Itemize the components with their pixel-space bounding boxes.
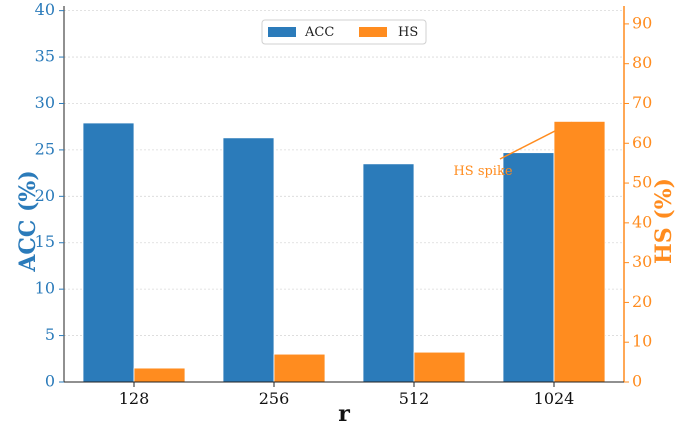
annotation-label: HS spike [453, 164, 512, 179]
y-right-tick-label: 0 [632, 372, 642, 391]
legend: ACC HS [261, 19, 427, 45]
x-tick-label-1024: 1024 [534, 389, 575, 408]
y-right-tick-label: 60 [632, 133, 652, 152]
bar-acc-256 [222, 137, 275, 383]
x-tick-label-128: 128 [119, 389, 150, 408]
y-left-tick-label: 15 [35, 232, 55, 251]
y-left-tick-label: 40 [35, 0, 55, 19]
bars-layer [82, 120, 606, 383]
y-right-tick-label: 30 [632, 252, 652, 271]
x-axis-title: r [338, 401, 350, 427]
bar-acc-1024 [502, 152, 555, 383]
bar-hs-1024 [553, 120, 606, 383]
legend-label-hs: HS [398, 25, 418, 40]
ticks-layer: 0 5 10 15 20 25 30 35 40 0 10 20 30 40 50 60 70 80 90 128 25… [35, 0, 653, 408]
legend-swatch-hs [359, 27, 387, 37]
y-left-tick-label: 0 [45, 372, 55, 391]
bar-hs-512 [413, 351, 466, 383]
annotation-arrow-line [499, 121, 573, 160]
bar-hs-128 [133, 367, 186, 383]
bar-hs-256 [273, 353, 326, 383]
grid-layer [64, 10, 624, 336]
y-right-tick-label: 10 [632, 332, 652, 351]
y-left-tick-label: 30 [35, 93, 55, 112]
y-right-tick-label: 50 [632, 173, 652, 192]
bar-acc-128 [82, 122, 135, 383]
y-axis-right-title: HS (%) [651, 178, 675, 264]
y-right-tick-label: 20 [632, 292, 652, 311]
y-left-tick-label: 35 [35, 47, 55, 66]
y-right-tick-label: 80 [632, 53, 652, 72]
y-left-tick-label: 20 [35, 186, 55, 205]
y-right-tick-label: 70 [632, 93, 652, 112]
y-left-tick-label: 25 [35, 139, 55, 158]
y-left-tick-label: 10 [35, 279, 55, 298]
axes-layer [63, 6, 625, 383]
y-right-tick-label: 90 [632, 13, 652, 32]
legend-swatch-acc [268, 27, 296, 37]
x-tick-label-256: 256 [259, 389, 290, 408]
x-tick-label-512: 512 [399, 389, 430, 408]
y-axis-left-title: ACC (%) [15, 170, 41, 272]
annotation: HS spike [453, 121, 573, 179]
legend-frame [261, 19, 427, 45]
y-right-tick-label: 40 [632, 212, 652, 231]
y-left-tick-label: 5 [45, 325, 55, 344]
legend-label-acc: ACC [304, 25, 334, 40]
bar-acc-512 [362, 163, 415, 383]
